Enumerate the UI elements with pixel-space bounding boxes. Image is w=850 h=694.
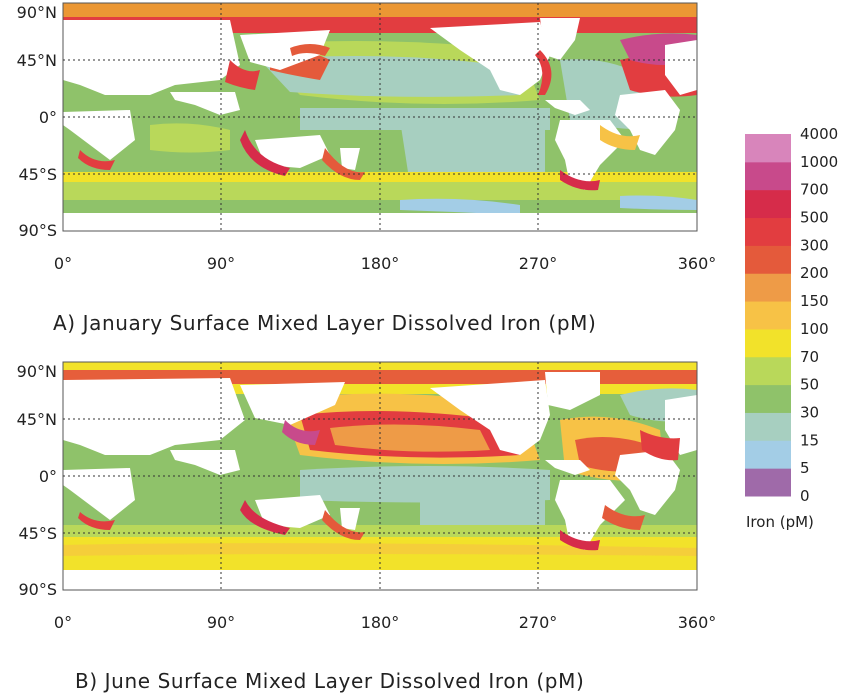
lat-label-0: 0° [39,108,57,127]
lat-label-45n: 45°N [17,410,57,429]
lon-label-90: 90° [207,613,235,632]
caption-june: B) June Surface Mixed Layer Dissolved Ir… [75,669,584,693]
gridlines-june [63,362,697,590]
lon-label-270: 270° [519,613,558,632]
legend-swatch [745,468,791,497]
legend-label: 150 [800,292,829,310]
legend-label: 700 [800,181,829,199]
legend-label: 5 [800,459,810,477]
legend-swatch [745,273,791,302]
lon-label-360: 360° [678,254,717,273]
map-january: 90°N 45°N 0° 45°S 90°S 0° 90° 180° 270° … [17,2,717,335]
gridlines-january [63,3,697,231]
legend-label: 0 [800,487,810,505]
legend-label: 70 [800,348,819,366]
lat-label-90s: 90°S [18,221,57,240]
lat-label-90n: 90°N [17,362,57,381]
legend-swatch [745,161,791,191]
legend-label: 300 [800,236,829,254]
map-june: 90°N 45°N 0° 45°S 90°S 0° 90° 180° 270° … [17,361,717,693]
legend-title: Iron (pM) [746,513,814,531]
lon-label-270: 270° [519,254,558,273]
lat-label-0: 0° [39,467,57,486]
lat-label-45s: 45°S [18,165,57,184]
lat-label-90s: 90°S [18,580,57,599]
legend-swatch [745,412,791,441]
caption-january: A) January Surface Mixed Layer Dissolved… [53,311,596,335]
lon-label-0: 0° [54,254,72,273]
legend-swatch [745,217,791,246]
legend-label: 500 [800,209,829,227]
legend-label: 15 [800,431,819,449]
legend-label: 200 [800,264,829,282]
legend-swatch [745,189,791,219]
lon-label-0: 0° [54,613,72,632]
legend-swatch [745,356,791,386]
legend-swatches [745,134,791,497]
legend-swatch [745,301,791,330]
legend-swatch [745,245,791,274]
legend-label: 1000 [800,153,838,171]
color-legend: 0 5 15 30 50 70 100 150 200 300 500 700 1000 4000 Iro… [745,125,838,531]
lon-label-180: 180° [361,613,400,632]
legend-labels: 0 5 15 30 50 70 100 150 200 300 500 700 1000 4000 [800,125,838,505]
legend-label: 50 [800,376,819,394]
legend-swatch [745,440,791,469]
lat-label-45s: 45°S [18,524,57,543]
legend-swatch [745,384,791,413]
legend-label: 4000 [800,125,838,143]
legend-label: 100 [800,320,829,338]
lat-label-90n: 90°N [17,3,57,22]
lon-label-360: 360° [678,613,717,632]
legend-swatch [745,134,791,163]
iron-field-january [63,3,697,231]
legend-label: 30 [800,403,819,421]
lat-label-45n: 45°N [17,51,57,70]
lon-label-90: 90° [207,254,235,273]
legend-swatch [745,328,791,358]
lon-label-180: 180° [361,254,400,273]
